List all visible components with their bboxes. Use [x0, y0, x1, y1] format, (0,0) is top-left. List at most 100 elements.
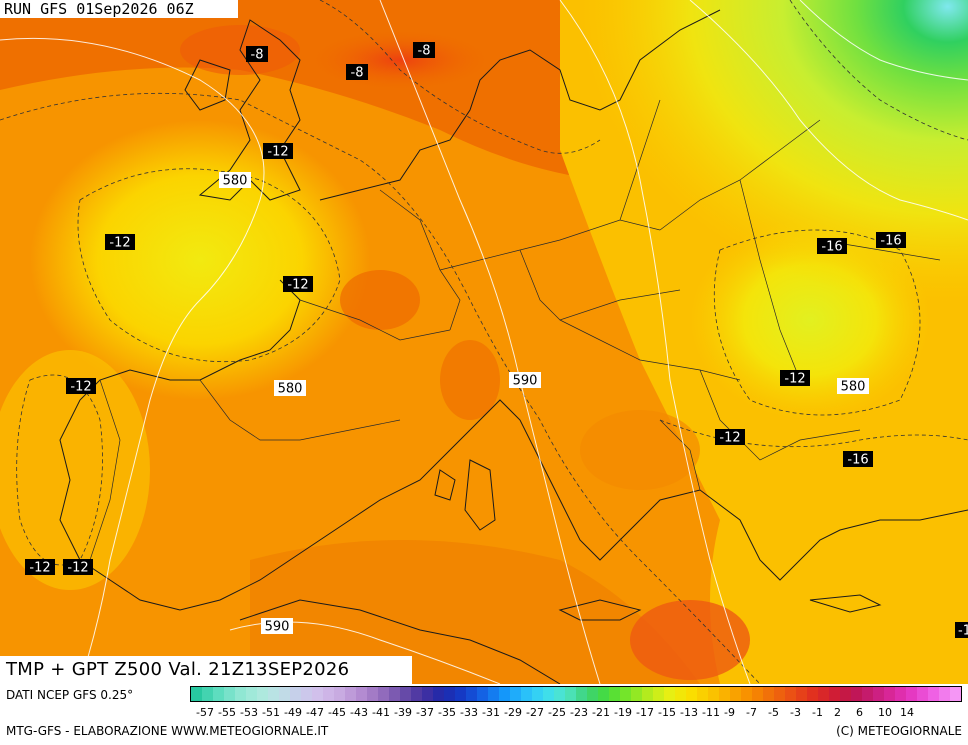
geopotential-lines: [0, 0, 968, 684]
color-swatch: [939, 687, 950, 701]
temp-label-text: -12: [958, 624, 968, 639]
copyright-text: (C) METEOGIORNALE: [836, 724, 962, 738]
color-scale-tick: -7: [746, 706, 757, 719]
yellow-area-west: [30, 120, 370, 400]
product-label: TMP + GPT Z500 Val. 21Z13SEP2026: [0, 656, 412, 684]
warm-area-balkans: [580, 410, 700, 490]
color-swatch: [818, 687, 829, 701]
color-swatch: [587, 687, 598, 701]
temp-label: -16: [843, 451, 873, 468]
temp-label: -12: [25, 559, 55, 576]
color-swatch: [609, 687, 620, 701]
color-swatch: [334, 687, 345, 701]
data-source-text: DATI NCEP GFS 0.25°: [6, 688, 134, 702]
color-swatch: [323, 687, 334, 701]
color-swatch: [312, 687, 323, 701]
color-scale-tick: -39: [394, 706, 412, 719]
color-swatch: [884, 687, 895, 701]
temp-label-text: -8: [418, 44, 431, 59]
color-swatch: [950, 687, 961, 701]
color-scale-tick: 2: [834, 706, 841, 719]
color-swatch: [807, 687, 818, 701]
color-swatch: [466, 687, 477, 701]
gph-label-text: 590: [513, 374, 538, 389]
color-scale-tick: 10: [878, 706, 892, 719]
temp-label: -12: [105, 234, 135, 251]
color-swatch: [257, 687, 268, 701]
cold-area-northeast: [560, 0, 968, 330]
color-swatch: [895, 687, 906, 701]
color-swatch: [400, 687, 411, 701]
credit-text: MTG-GFS - ELABORAZIONE WWW.METEOGIORNALE…: [6, 724, 329, 738]
gph-label-text: 580: [223, 174, 248, 189]
warm-area-south: [250, 540, 700, 684]
color-scale-tick: -21: [592, 706, 610, 719]
temp-label: -8: [413, 42, 435, 59]
color-swatch: [521, 687, 532, 701]
temp-label-text: -8: [351, 66, 364, 81]
color-swatch: [642, 687, 653, 701]
color-swatch: [477, 687, 488, 701]
color-scale-tick: -13: [680, 706, 698, 719]
gph-label: 580: [274, 380, 306, 397]
temp-label: -12: [283, 276, 313, 293]
gph-label: 580: [837, 378, 869, 395]
color-swatch: [301, 687, 312, 701]
weather-map: -8 -8 -8 -12 -12 -12 -12 -12 -12 -12 -16…: [0, 0, 968, 684]
color-swatch: [345, 687, 356, 701]
color-swatch: [246, 687, 257, 701]
gph-label-text: 580: [841, 380, 866, 395]
color-swatch: [510, 687, 521, 701]
color-scale-tick: -23: [570, 706, 588, 719]
legend-footer: DATI NCEP GFS 0.25° -57 -55 -53 -51 -49 -47 -4…: [0, 684, 968, 745]
color-swatch: [202, 687, 213, 701]
temp-label-text: -8: [251, 48, 264, 63]
color-swatch: [356, 687, 367, 701]
color-scale-tick: 6: [856, 706, 863, 719]
gph-label: 580: [219, 172, 251, 189]
temp-label: -12: [263, 143, 293, 160]
color-swatch: [653, 687, 664, 701]
color-scale-tick: -51: [262, 706, 280, 719]
temp-label: -12: [63, 559, 93, 576]
warm-area-france: [340, 270, 420, 330]
color-swatch: [554, 687, 565, 701]
color-swatch: [620, 687, 631, 701]
color-swatch: [686, 687, 697, 701]
color-swatch: [851, 687, 862, 701]
color-scale-tick: -3: [790, 706, 801, 719]
color-swatch: [598, 687, 609, 701]
temp-label-text: -12: [109, 236, 130, 251]
temp-label: -12: [780, 370, 810, 387]
temp-label-text: -12: [267, 145, 288, 160]
color-swatch: [268, 687, 279, 701]
color-swatch: [543, 687, 554, 701]
color-scale-tick: -55: [218, 706, 236, 719]
color-swatch: [224, 687, 235, 701]
color-scale-tick: -45: [328, 706, 346, 719]
temp-label: -16: [876, 232, 906, 249]
color-swatch: [433, 687, 444, 701]
temp-label-text: -16: [847, 453, 868, 468]
color-scale-tick: -15: [658, 706, 676, 719]
color-swatch: [290, 687, 301, 701]
color-scale-tick: -35: [438, 706, 456, 719]
yellow-area-iberia: [0, 350, 150, 590]
color-swatch: [785, 687, 796, 701]
country-borders: [89, 99, 941, 561]
color-scale-ticks: -57 -55 -53 -51 -49 -47 -45 -43 -41 -39 -37 -35 -33-…: [196, 706, 922, 719]
temp-label-text: -12: [784, 372, 805, 387]
temp-label-text: -12: [719, 431, 740, 446]
color-swatch: [796, 687, 807, 701]
color-scale-tick: -17: [636, 706, 654, 719]
temp-label: -12: [66, 378, 96, 395]
temp-label-text: -12: [29, 561, 50, 576]
color-scale-tick: -1: [812, 706, 823, 719]
temp-label-text: -16: [821, 240, 842, 255]
color-swatch: [840, 687, 851, 701]
color-swatch: [422, 687, 433, 701]
gph-label: 590: [261, 618, 293, 635]
color-scale-tick: -5: [768, 706, 779, 719]
temp-label-text: -12: [287, 278, 308, 293]
run-label: RUN GFS 01Sep2026 06Z: [0, 0, 238, 18]
